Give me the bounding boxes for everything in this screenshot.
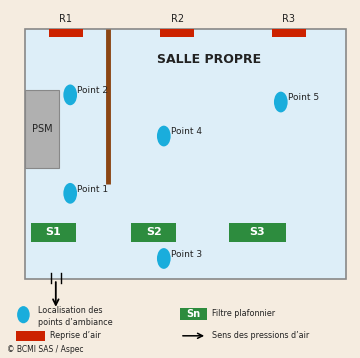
- Text: Point 5: Point 5: [288, 93, 319, 102]
- Ellipse shape: [274, 92, 288, 112]
- Bar: [25, 29, 346, 279]
- Text: Point 3: Point 3: [171, 250, 202, 259]
- Ellipse shape: [157, 126, 171, 146]
- Bar: [160, 29, 194, 37]
- Text: R1: R1: [59, 14, 72, 24]
- Ellipse shape: [157, 248, 171, 269]
- Bar: [229, 223, 286, 242]
- Text: R3: R3: [282, 14, 295, 24]
- Text: Filtre plafonnier: Filtre plafonnier: [212, 309, 275, 319]
- Text: S3: S3: [249, 227, 265, 237]
- Bar: [25, 90, 59, 168]
- Ellipse shape: [17, 306, 30, 323]
- Text: Sn: Sn: [186, 309, 201, 319]
- Text: SALLE PROPRE: SALLE PROPRE: [157, 53, 261, 66]
- Bar: [131, 223, 176, 242]
- Text: Point 2: Point 2: [77, 86, 108, 95]
- Text: Localisation des
points d’ambiance: Localisation des points d’ambiance: [38, 306, 112, 326]
- Text: Reprise d’air: Reprise d’air: [50, 331, 101, 340]
- Ellipse shape: [63, 84, 77, 105]
- Bar: [180, 308, 207, 320]
- Bar: [49, 29, 83, 37]
- Text: Sens des pressions d’air: Sens des pressions d’air: [212, 331, 310, 340]
- Ellipse shape: [63, 183, 77, 204]
- Text: Point 1: Point 1: [77, 184, 108, 194]
- Text: S1: S1: [45, 227, 61, 237]
- Bar: [31, 223, 76, 242]
- Text: PSM: PSM: [32, 124, 53, 134]
- Text: © BCMI SAS / Aspec: © BCMI SAS / Aspec: [7, 345, 84, 354]
- Text: Point 4: Point 4: [171, 127, 202, 136]
- Text: R2: R2: [171, 14, 184, 24]
- Bar: [16, 331, 45, 341]
- Bar: [272, 29, 306, 37]
- Text: S2: S2: [146, 227, 162, 237]
